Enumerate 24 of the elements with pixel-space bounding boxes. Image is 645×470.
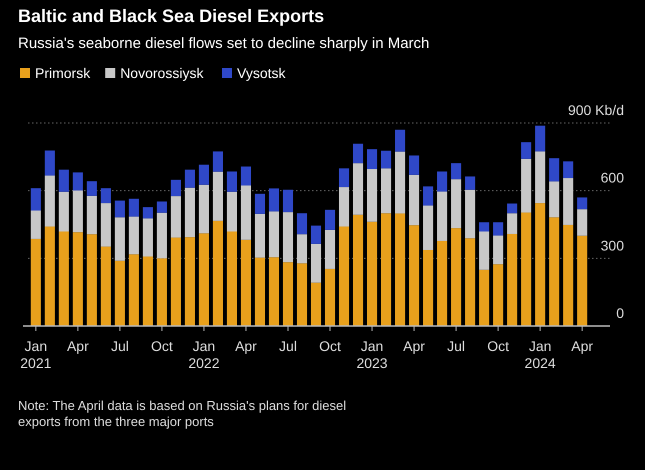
x-tick-label: Jul: [279, 338, 297, 354]
chart-title: Baltic and Black Sea Diesel Exports: [18, 6, 324, 26]
x-tick-label: Apr: [571, 338, 594, 354]
x-tick-label: Jan 2024: [524, 338, 556, 371]
x-tick-label: Jan 2021: [20, 338, 52, 371]
x-tick-label: Jan 2023: [356, 338, 388, 371]
y-tick-label: 900 Kb/d: [568, 102, 624, 118]
y-tick-label: 300: [600, 237, 624, 254]
x-tick-label: Oct: [151, 338, 173, 354]
legend-label: Novorossiysk: [120, 65, 204, 81]
chart-subtitle: Russia's seaborne diesel flows set to decline sharply in March: [18, 35, 430, 52]
x-tick-label: Apr: [66, 338, 90, 354]
legend-label: Primorsk: [35, 65, 92, 81]
x-tick-label: Oct: [319, 338, 342, 354]
x-tick-label: Jul: [110, 338, 129, 354]
x-tick-label: Apr: [403, 338, 426, 354]
x-tick-label: Oct: [487, 338, 510, 354]
y-tick-label: 0: [616, 305, 624, 321]
x-tick-label: Apr: [235, 338, 258, 354]
legend-label: Vysotsk: [237, 65, 286, 81]
x-tick-label: Jan 2022: [188, 338, 220, 371]
y-tick-label: 600: [600, 170, 624, 186]
x-tick-label: Jul: [447, 338, 466, 354]
text: Note: The April data is based on Russia's plans for diesel exports from the three major ports: [18, 398, 346, 429]
